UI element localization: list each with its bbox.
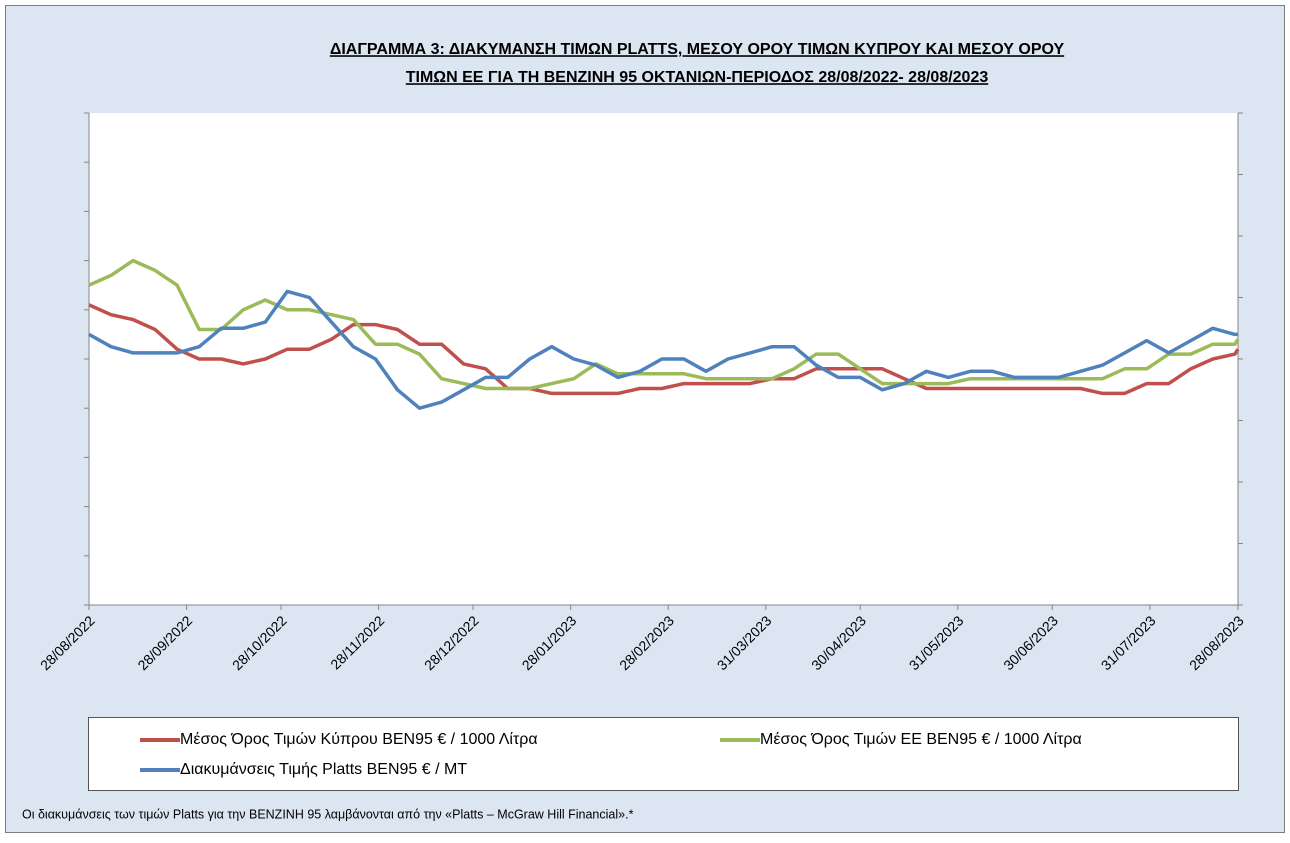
legend-label: Διακυμάνσεις Τιμής Platts ΒΕΝ95 € / MT <box>180 761 467 778</box>
chart-title: ΔΙΑΓΡΑΜΜΑ 3: ΔΙΑΚΥΜΑΝΣΗ ΤΙΜΩΝ PLATTS, ΜΕ… <box>330 41 1065 58</box>
series-line <box>88 303 1240 396</box>
legend-label: Μέσος Όρος Τιμών Κύπρου ΒΕΝ95 € / 1000 Λ… <box>180 731 538 748</box>
legend-label: Μέσος Όρος Τιμών ΕΕ ΒΕΝ95 € / 1000 Λίτρα <box>760 731 1082 748</box>
legend <box>88 717 1239 791</box>
footnote: Οι διακυμάνσεις των τιμών Platts για την… <box>22 807 634 821</box>
chart-title: ΤΙΜΩΝ ΕΕ ΓΙΑ ΤΗ ΒΕΝΖΙΝΗ 95 ΟΚΤΑΝΙΩΝ-ΠΕΡΙ… <box>406 69 989 86</box>
series-line <box>88 289 1238 410</box>
series-line <box>88 258 1240 391</box>
